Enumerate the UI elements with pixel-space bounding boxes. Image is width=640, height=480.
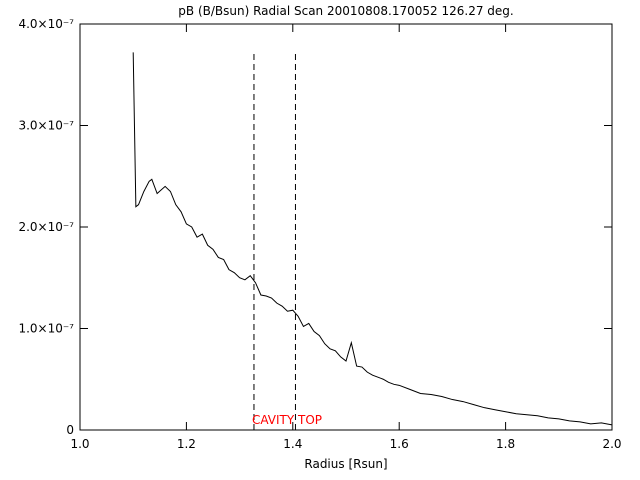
annotation: CAVITY TOP xyxy=(252,413,322,427)
y-tick-label: 0 xyxy=(66,423,74,437)
x-tick-label: 1.0 xyxy=(70,437,89,451)
x-tick-label: 2.0 xyxy=(602,437,621,451)
data-line xyxy=(132,52,613,426)
x-tick-label: 1.6 xyxy=(390,437,409,451)
x-tick-label: 1.2 xyxy=(177,437,196,451)
x-tick-label: 1.4 xyxy=(283,437,302,451)
y-tick-label: 2.0×10⁻⁷ xyxy=(18,220,74,234)
y-tick-label: 3.0×10⁻⁷ xyxy=(18,119,74,133)
y-tick-label: 1.0×10⁻⁷ xyxy=(18,322,74,336)
x-tick-label: 1.8 xyxy=(496,437,515,451)
y-tick-label: 4.0×10⁻⁷ xyxy=(18,17,74,31)
chart-title: pB (B/Bsun) Radial Scan 20010808.170052 … xyxy=(178,4,513,18)
x-axis-label: Radius [Rsun] xyxy=(304,457,387,471)
